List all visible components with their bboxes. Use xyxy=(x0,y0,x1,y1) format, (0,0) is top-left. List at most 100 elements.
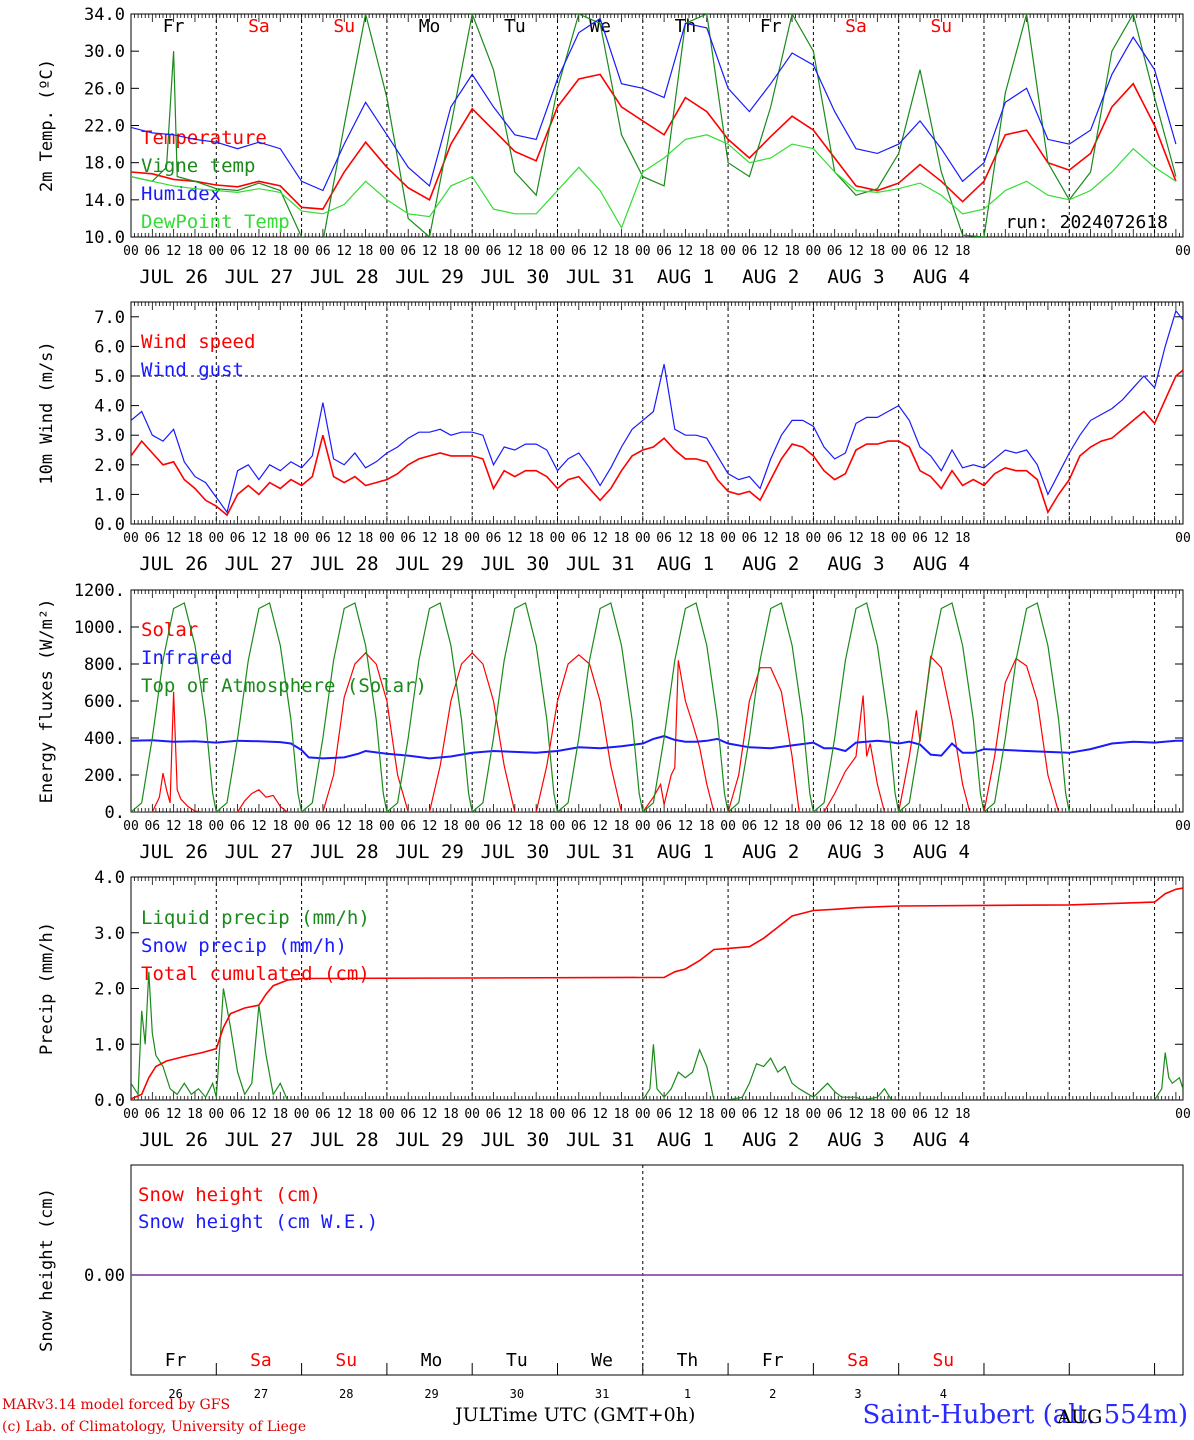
y-tick-label: 800. xyxy=(84,655,125,675)
hour-label: 00 xyxy=(208,531,224,546)
day-label: JUL 30 xyxy=(481,841,550,863)
hour-label: 18 xyxy=(443,531,459,546)
hour-label: 12 xyxy=(422,1107,438,1122)
y-tick-label: 200. xyxy=(84,766,125,786)
y-tick-label: 0.0 xyxy=(94,1091,125,1111)
hour-label: 06 xyxy=(571,244,587,259)
day-label: JUL 27 xyxy=(225,266,294,288)
hour-label: 12 xyxy=(251,244,267,259)
weekday-label: Su xyxy=(932,1350,954,1371)
hour-label: 06 xyxy=(912,244,928,259)
hour-label: 18 xyxy=(187,531,203,546)
hour-label: 00 xyxy=(806,244,822,259)
hour-label: 18 xyxy=(870,531,886,546)
hour-label: 12 xyxy=(166,1107,182,1122)
hour-label: 12 xyxy=(933,531,949,546)
hour-label: 06 xyxy=(230,1107,246,1122)
y-tick-label: 5.0 xyxy=(94,367,125,387)
hour-label: 00 xyxy=(464,531,480,546)
hour-label: 18 xyxy=(784,1107,800,1122)
series-line-infrared xyxy=(131,735,1183,760)
y-tick-label: 10.0 xyxy=(84,228,125,248)
y-tick-label: 2.0 xyxy=(94,456,125,476)
day-label: JUL 28 xyxy=(310,266,379,288)
legend-dewpoint-temp: DewPoint Temp xyxy=(141,211,290,233)
weekday-label: Sa xyxy=(248,16,270,37)
hour-label: 12 xyxy=(251,819,267,834)
day-label: AUG 4 xyxy=(913,266,970,288)
weekday-label: Tu xyxy=(506,1350,528,1371)
hour-label: 18 xyxy=(528,531,544,546)
hour-label: 00 xyxy=(379,531,395,546)
y-axis-label: Snow height (cm) xyxy=(37,1188,57,1352)
y-tick-label: 1200. xyxy=(74,581,125,601)
legend-snow-height-cm-: Snow height (cm) xyxy=(138,1184,321,1206)
hour-label: 12 xyxy=(763,244,779,259)
day-label: AUG 4 xyxy=(913,553,970,575)
hour-label: 12 xyxy=(336,819,352,834)
y-tick-label: 1.0 xyxy=(94,485,125,505)
hour-label: 18 xyxy=(870,819,886,834)
hour-label: 18 xyxy=(870,244,886,259)
day-number-label: 30 xyxy=(510,1387,524,1401)
hour-label: 00 xyxy=(550,244,566,259)
hour-label: 12 xyxy=(678,1107,694,1122)
hour-label: 00 xyxy=(294,244,310,259)
hour-label: 00 xyxy=(550,819,566,834)
hour-label: 18 xyxy=(528,244,544,259)
hour-label: 00 xyxy=(123,1107,139,1122)
footer-month-left: JUL xyxy=(455,1404,490,1426)
hour-label: 18 xyxy=(699,244,715,259)
hour-label: 12 xyxy=(678,819,694,834)
weekday-label: Fr xyxy=(165,1350,187,1371)
panel-frame-4 xyxy=(130,1164,1184,1376)
hour-label: 00 xyxy=(891,244,907,259)
hour-label: 00 xyxy=(294,819,310,834)
hour-label: 06 xyxy=(656,1107,672,1122)
hour-label: 18 xyxy=(443,1107,459,1122)
hour-label: 00 xyxy=(123,244,139,259)
day-label: JUL 30 xyxy=(481,553,550,575)
hour-label: 06 xyxy=(827,1107,843,1122)
y-tick-label: 4.0 xyxy=(94,397,125,417)
hour-label: 06 xyxy=(315,244,331,259)
day-number-label: 4 xyxy=(940,1387,947,1401)
hour-label: 00 xyxy=(123,819,139,834)
hour-label: 18 xyxy=(955,531,971,546)
hour-label: 12 xyxy=(507,531,523,546)
hour-label: 00 xyxy=(806,819,822,834)
hour-label: 12 xyxy=(678,531,694,546)
hour-label: 18 xyxy=(528,1107,544,1122)
hour-label: 06 xyxy=(486,819,502,834)
hour-label: 06 xyxy=(742,244,758,259)
hour-label: 12 xyxy=(763,531,779,546)
hour-label: 18 xyxy=(358,531,374,546)
series-line-temperature xyxy=(131,73,1177,210)
footer-xlabel-text: Time UTC (GMT+0h) xyxy=(489,1404,696,1426)
weekday-label: Fr xyxy=(760,16,782,37)
weekday-label: Th xyxy=(677,1350,699,1371)
weekday-label: Su xyxy=(335,1350,357,1371)
y-tick-label: 30.0 xyxy=(84,42,125,62)
hour-label: 06 xyxy=(571,819,587,834)
hour-label: 18 xyxy=(272,1107,288,1122)
weekday-label: Mo xyxy=(419,16,441,37)
footer-model-credit: MARv3.14 model forced by GFS xyxy=(2,1397,231,1413)
series-line-wind-speed xyxy=(131,369,1183,517)
hour-label: 12 xyxy=(422,819,438,834)
hour-label: 06 xyxy=(571,531,587,546)
hour-label: 18 xyxy=(614,1107,630,1122)
day-label: JUL 29 xyxy=(395,266,464,288)
hour-label: 12 xyxy=(933,819,949,834)
hour-label: 00 xyxy=(550,531,566,546)
hour-label: 06 xyxy=(230,244,246,259)
hour-label: 00 xyxy=(720,531,736,546)
hour-label: 12 xyxy=(592,531,608,546)
weekday-label: Mo xyxy=(421,1350,443,1371)
day-label: AUG 1 xyxy=(657,553,714,575)
hour-label: 00 xyxy=(635,1107,651,1122)
hour-label: 06 xyxy=(912,1107,928,1122)
hour-label: 12 xyxy=(166,244,182,259)
day-label: JUL 30 xyxy=(481,1129,550,1151)
day-label: JUL 28 xyxy=(310,841,379,863)
